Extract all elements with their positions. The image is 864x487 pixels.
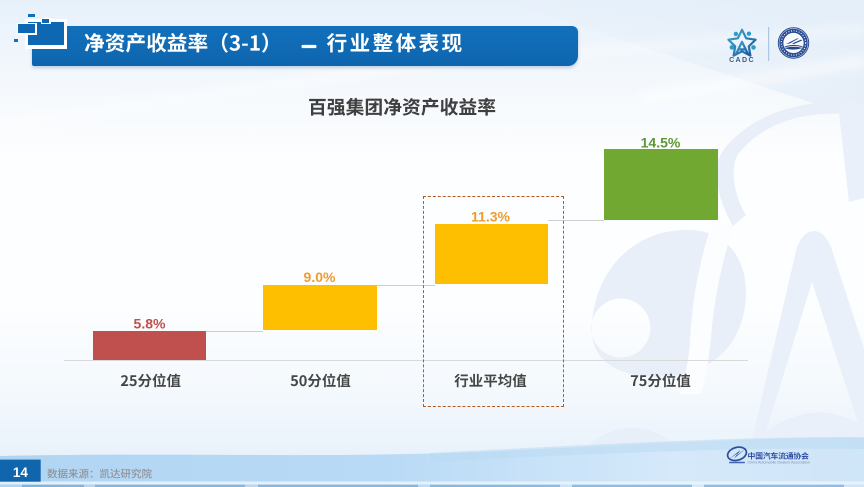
svg-text:9.0%: 9.0% — [304, 269, 336, 285]
svg-text:CADC: CADC — [729, 57, 755, 64]
svg-text:14.5%: 14.5% — [641, 134, 681, 150]
svg-text:14: 14 — [13, 465, 29, 480]
svg-text:China Automobile Dealers Assoc: China Automobile Dealers Association — [748, 460, 810, 464]
svg-text:11.3%: 11.3% — [471, 209, 510, 225]
svg-text:5.8%: 5.8% — [134, 315, 166, 331]
